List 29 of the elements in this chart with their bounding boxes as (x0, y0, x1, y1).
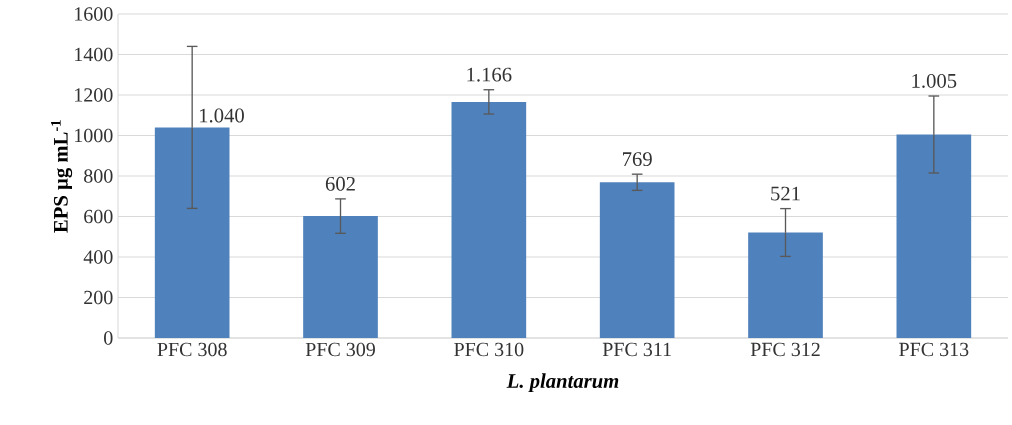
x-tick-label: PFC 309 (305, 342, 375, 357)
data-label: 602 (325, 176, 355, 191)
y-tick-label: 1200 (75, 88, 113, 102)
y-tick-label: 400 (83, 250, 113, 264)
x-tick-label: PFC 310 (454, 342, 524, 357)
x-tick-label: PFC 312 (750, 342, 820, 357)
y-tick-label: 800 (84, 169, 113, 183)
data-label: 769 (623, 152, 652, 167)
data-label: 1.040 (200, 108, 244, 123)
bar (154, 127, 230, 338)
x-tick-label: PFC 313 (899, 342, 969, 357)
x-axis-title: L. plantarum (506, 373, 619, 393)
y-axis-title: EPS µg mL$^{-1}$ (51, 120, 73, 233)
data-label: 1.166 (467, 67, 512, 82)
x-tick-label: PFC 311 (602, 342, 671, 357)
data-label: 521 (771, 186, 800, 201)
data-label: 1.005 (912, 73, 957, 88)
bar (599, 182, 675, 338)
bar (303, 216, 378, 338)
x-tick-label: PFC 308 (157, 342, 227, 357)
y-tick-label: 200 (84, 290, 113, 305)
bar (748, 232, 823, 338)
bar (451, 101, 527, 338)
y-tick-label: 1600 (75, 7, 113, 21)
y-tick-label: 1400 (75, 47, 113, 62)
bar (896, 134, 972, 338)
y-tick-label: 600 (84, 209, 113, 224)
y-tick-label: 1000 (75, 128, 113, 143)
y-tick-label: 0 (104, 331, 113, 345)
